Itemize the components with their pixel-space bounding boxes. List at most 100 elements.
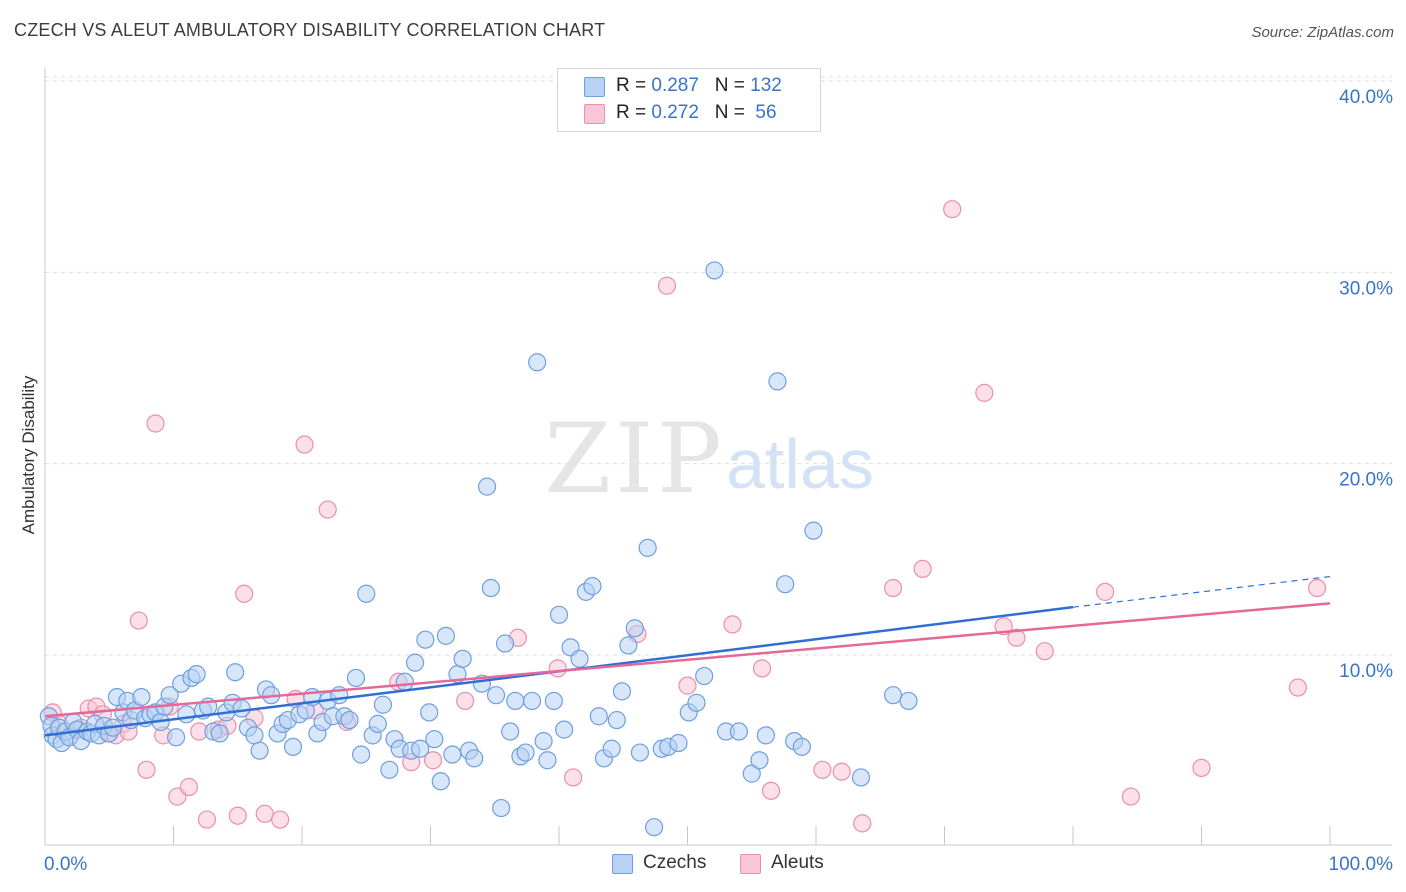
tick-labels: 10.0% 20.0% 30.0% 40.0% 0.0% 100.0% <box>44 87 1393 875</box>
czech-point-64 <box>357 584 376 603</box>
source-label: Source: ZipAtlas.com <box>1251 24 1394 41</box>
r-label: R = <box>616 75 652 96</box>
czech-point-78 <box>431 772 450 791</box>
stats-legend: R = 0.287 N = 132 R = 0.272 N = 56 <box>557 68 821 132</box>
czech-point-129 <box>776 575 795 594</box>
czech-point-38 <box>210 724 229 743</box>
czech-point-98 <box>538 751 557 770</box>
aleut-point-49 <box>913 559 932 579</box>
aleut-point-50 <box>943 200 962 219</box>
legend-row-czechs: R = 0.287 N = 132 <box>616 75 782 97</box>
watermark-atlas: atlas <box>726 425 874 503</box>
czech-series <box>39 261 918 837</box>
czech-point-75 <box>416 630 435 649</box>
aleut-point-53 <box>1007 628 1026 647</box>
aleut-point-40 <box>657 276 677 295</box>
aleut-point-26 <box>271 810 290 829</box>
aleut-point-54 <box>1035 642 1054 661</box>
czech-point-34 <box>187 665 206 684</box>
czech-point-30 <box>166 728 186 747</box>
aleut-point-17 <box>179 777 199 797</box>
aleut-point-35 <box>456 691 475 711</box>
y-tick-label-2: 30.0% <box>1339 278 1393 299</box>
czech-point-84 <box>465 749 484 768</box>
czech-point-121 <box>695 666 714 686</box>
czech-point-71 <box>395 672 414 691</box>
legend-czechs-label: Czechs <box>643 852 707 873</box>
czech-point-133 <box>851 768 871 787</box>
aleut-point-30 <box>318 500 337 519</box>
n-value: 132 <box>750 75 782 96</box>
y-axis-label: Ambulatory Disability <box>19 375 38 534</box>
czech-point-76 <box>420 703 439 722</box>
czech-point-95 <box>522 691 542 711</box>
aleut-trend-line <box>44 602 1331 718</box>
legend-aleuts: Aleuts <box>740 852 824 874</box>
czech-point-80 <box>443 745 462 764</box>
czech-point-122 <box>705 261 724 280</box>
aleut-point-23 <box>235 584 254 603</box>
n-value: 56 <box>750 102 777 123</box>
czech-point-128 <box>768 372 787 391</box>
czech-point-108 <box>602 739 621 758</box>
aleut-point-59 <box>1308 578 1327 598</box>
aleut-point-12 <box>137 760 156 779</box>
x-tick-label-0: 0.0% <box>44 854 87 875</box>
czech-point-89 <box>492 798 511 818</box>
aleut-point-45 <box>813 760 832 779</box>
trend-lines <box>44 575 1331 737</box>
czech-point-79 <box>436 626 456 645</box>
czech-point-23 <box>132 687 151 707</box>
czech-point-99 <box>544 691 563 711</box>
aleut-point-56 <box>1121 787 1140 806</box>
n-label: N = <box>714 75 751 96</box>
aleut-point-13 <box>146 414 165 433</box>
aleut-point-47 <box>853 814 872 833</box>
czech-point-45 <box>250 741 269 760</box>
czech-point-115 <box>644 818 664 837</box>
aleut-point-42 <box>723 615 742 634</box>
czech-point-110 <box>612 682 632 701</box>
czech-point-74 <box>411 739 430 758</box>
czech-point-134 <box>883 686 903 705</box>
aleut-point-25 <box>255 804 274 823</box>
czech-point-61 <box>340 710 359 730</box>
aleut-point-11 <box>129 611 148 630</box>
czech-legend-swatch <box>612 854 633 874</box>
aleut-swatch <box>584 104 605 124</box>
grid-lines <box>45 76 1392 656</box>
czech-point-135 <box>899 691 918 711</box>
czech-point-125 <box>742 764 761 783</box>
czech-point-111 <box>619 636 638 655</box>
czech-point-29 <box>160 686 179 705</box>
n-label: N = <box>714 102 751 123</box>
aleut-point-38 <box>564 768 583 787</box>
watermark: ZIP atlas <box>544 403 874 515</box>
aleut-point-28 <box>295 435 314 454</box>
czech-point-73 <box>405 653 425 672</box>
czech-point-51 <box>283 737 303 756</box>
czech-point-106 <box>589 707 608 726</box>
czech-point-91 <box>501 722 520 741</box>
czech-point-32 <box>177 705 196 724</box>
czech-point-97 <box>534 731 553 751</box>
czech-point-63 <box>352 745 371 764</box>
y-tick-label-1: 20.0% <box>1339 470 1393 491</box>
czech-point-92 <box>506 691 525 711</box>
czech-point-94 <box>516 743 535 762</box>
aleut-point-48 <box>883 578 903 598</box>
czech-point-131 <box>792 737 811 756</box>
aleut-point-46 <box>832 762 851 781</box>
aleut-point-55 <box>1096 582 1115 601</box>
aleut-legend-swatch <box>740 854 761 874</box>
czech-point-105 <box>583 577 602 596</box>
legend-row-aleuts: R = 0.272 N = 56 <box>616 102 777 124</box>
czech-point-68 <box>380 760 399 779</box>
czech-point-44 <box>245 726 264 745</box>
czech-point-100 <box>549 605 569 624</box>
aleut-point-58 <box>1288 678 1307 697</box>
czech-swatch <box>584 77 605 97</box>
czech-point-67 <box>373 695 393 714</box>
czech-point-114 <box>638 538 657 557</box>
